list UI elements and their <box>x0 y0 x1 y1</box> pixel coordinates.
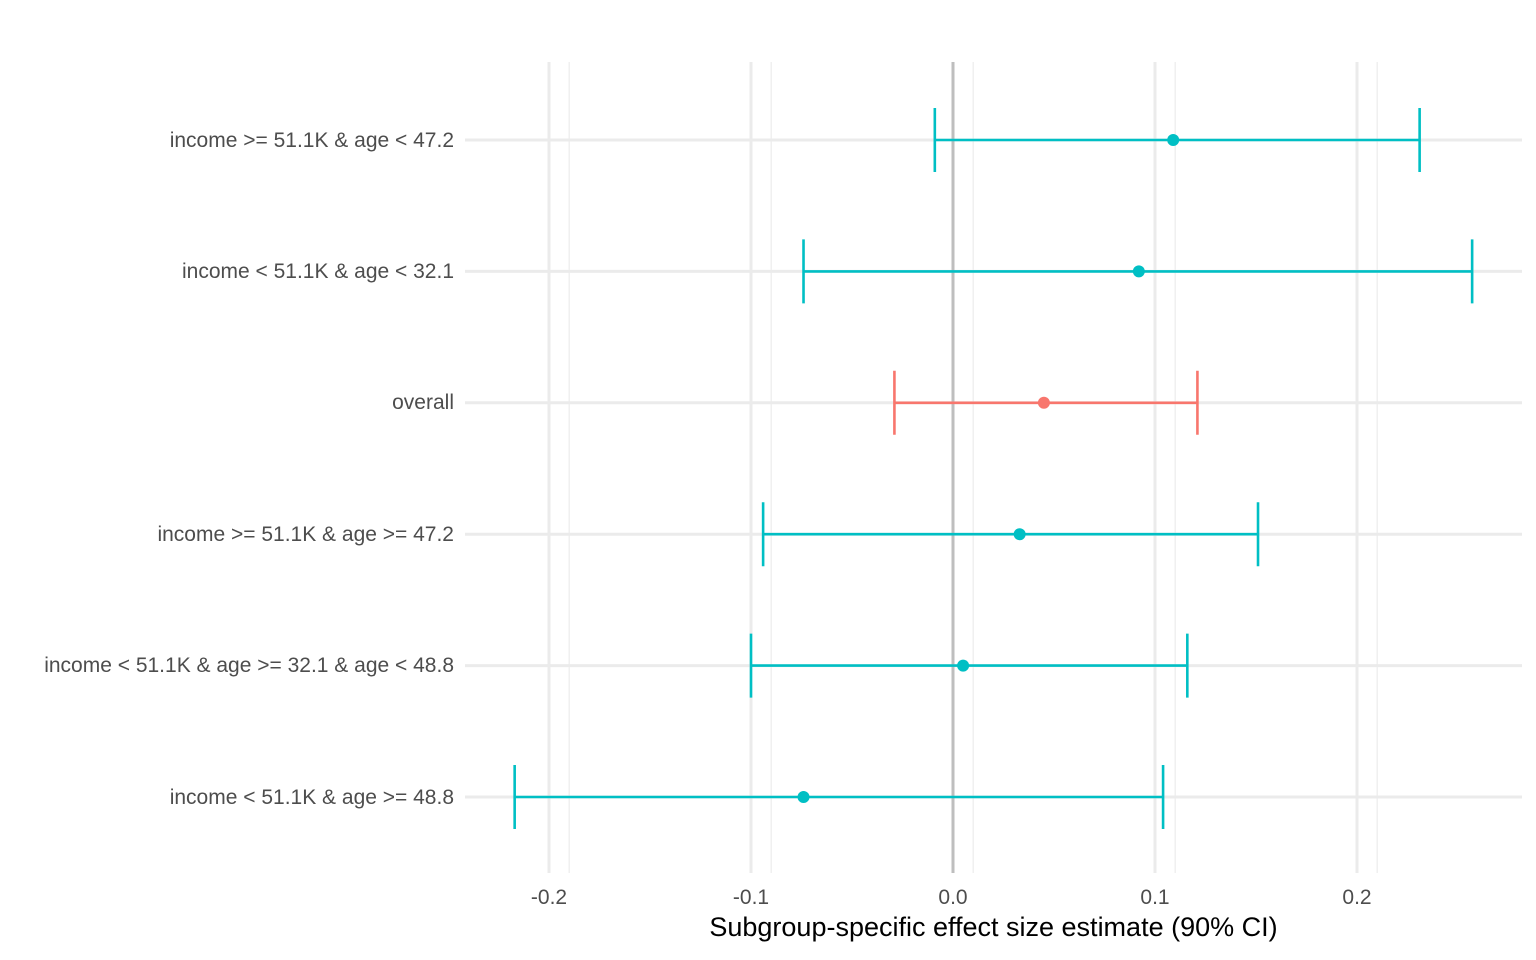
ci-row-0 <box>933 108 1421 172</box>
x-tick-label: 0.0 <box>938 886 968 909</box>
ci-row-3 <box>761 502 1260 567</box>
major-gridlines <box>547 62 1359 873</box>
x-tick-label: -0.2 <box>530 886 568 909</box>
x-tick-label: 0.2 <box>1342 886 1372 909</box>
y-tick-label: income >= 51.1K & age < 47.2 <box>169 128 454 152</box>
y-tick-label: income < 51.1K & age >= 48.8 <box>169 785 454 809</box>
point-estimate <box>1132 265 1145 278</box>
x-axis-title: Subgroup-specific effect size estimate (… <box>709 912 1278 942</box>
ci-row-4 <box>749 633 1189 698</box>
y-tick-label: income < 51.1K & age >= 32.1 & age < 48.… <box>44 654 454 678</box>
y-tick-label: income < 51.1K & age < 32.1 <box>181 259 454 283</box>
x-tick-label: -0.1 <box>732 886 770 909</box>
point-estimate <box>1037 396 1050 409</box>
ci-row-2 <box>893 370 1199 435</box>
plot-marks <box>513 108 1474 829</box>
point-estimate <box>1013 528 1026 541</box>
y-tick-label: income >= 51.1K & age >= 47.2 <box>157 522 454 546</box>
ci-row-5 <box>513 765 1165 829</box>
point-estimate <box>1167 134 1180 146</box>
ci-row-1 <box>802 239 1474 304</box>
x-tick-label: 0.1 <box>1140 886 1170 909</box>
row-gridlines <box>465 138 1522 799</box>
point-estimate <box>797 791 810 803</box>
minor-gridlines <box>568 62 1378 873</box>
point-estimate <box>957 659 970 672</box>
y-tick-label: overall <box>392 391 454 415</box>
